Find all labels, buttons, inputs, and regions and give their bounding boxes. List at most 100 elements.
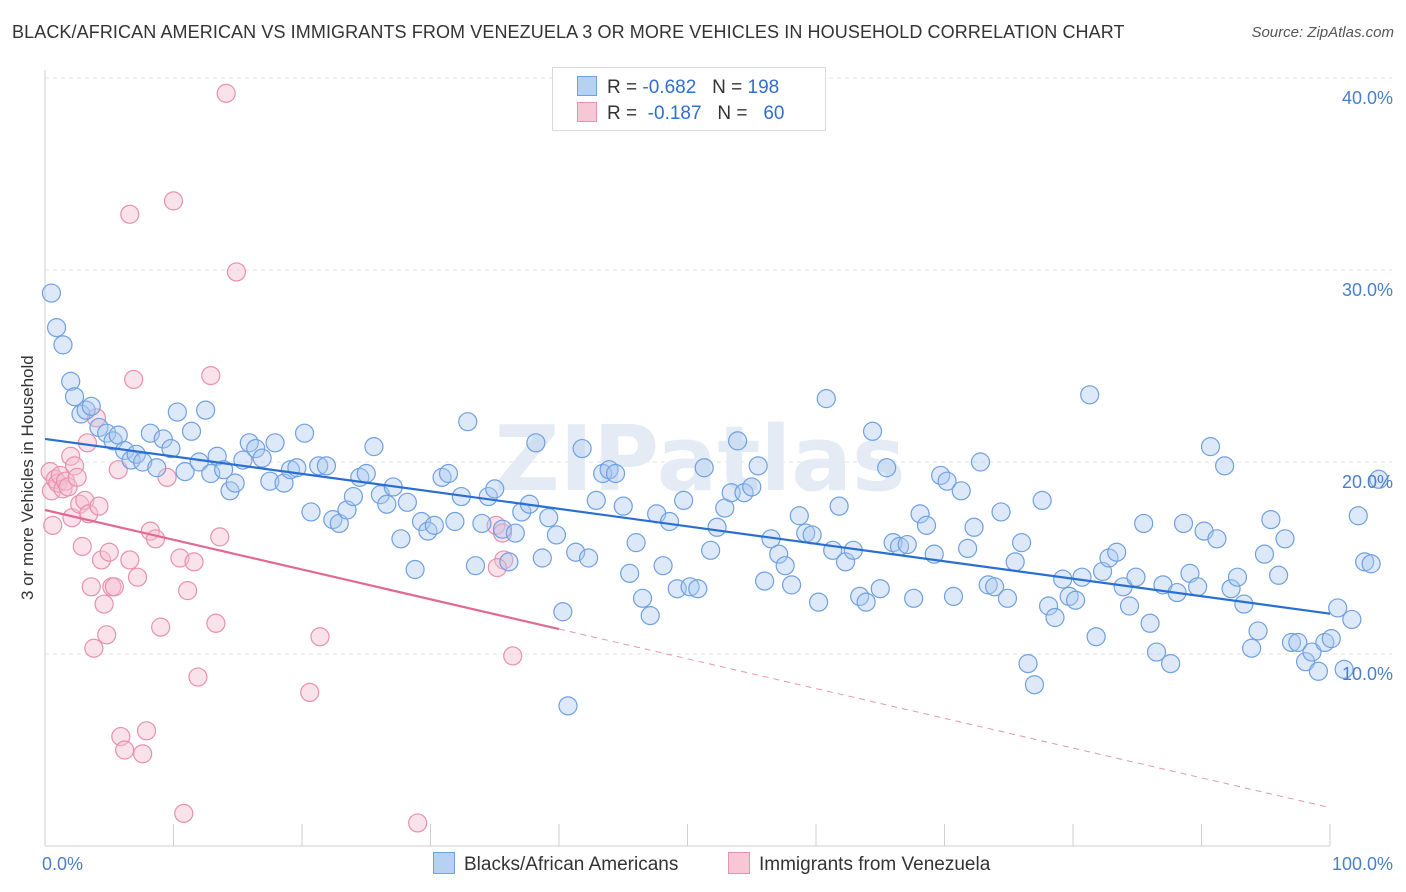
point-black — [61, 371, 81, 391]
point-black — [586, 490, 606, 510]
point-black — [356, 463, 376, 484]
point-black — [701, 540, 721, 560]
legend-row-venezuela: R = -0.187 N = 60 — [577, 102, 784, 126]
point-venezuela — [81, 577, 101, 597]
point-black — [505, 523, 525, 543]
point-black — [734, 483, 754, 503]
point-venezuela — [61, 446, 81, 466]
point-black — [405, 559, 425, 580]
point-black — [424, 515, 444, 535]
point-black — [802, 525, 822, 545]
point-black — [632, 588, 653, 608]
point-black — [472, 513, 492, 534]
point-venezuela — [210, 527, 230, 547]
point-black — [391, 529, 411, 549]
point-black — [1261, 509, 1281, 530]
point-black — [438, 463, 459, 484]
point-black — [1295, 652, 1316, 672]
correlation-legend: R = -0.682 N = 198 R = -0.187 N = 60 — [552, 67, 826, 131]
point-venezuela — [206, 613, 226, 633]
point-black — [485, 479, 505, 499]
point-venezuela — [84, 638, 104, 658]
point-venezuela — [108, 460, 128, 480]
point-black — [572, 438, 592, 459]
point-black — [71, 404, 91, 424]
point-venezuela — [97, 625, 117, 645]
legend-n-value: 60 — [763, 103, 785, 124]
point-black — [1334, 659, 1354, 679]
point-black — [808, 592, 829, 612]
point-black — [364, 437, 384, 457]
point-black — [964, 517, 984, 537]
point-black — [1321, 629, 1341, 649]
point-venezuela — [170, 548, 190, 568]
point-black — [958, 538, 978, 559]
point-venezuela — [43, 515, 63, 535]
point-black — [1146, 642, 1167, 662]
trend-line-black — [44, 437, 1331, 615]
point-black — [532, 548, 552, 568]
point-black — [1268, 565, 1289, 585]
point-venezuela — [226, 262, 247, 282]
point-black — [897, 534, 917, 555]
point-black — [1328, 598, 1348, 618]
point-black — [1242, 638, 1262, 658]
point-black — [870, 579, 890, 599]
chart-title: BLACK/AFRICAN AMERICAN VS IMMIGRANTS FRO… — [12, 22, 1125, 42]
point-black — [265, 433, 285, 453]
point-black — [196, 400, 216, 420]
point-black — [659, 511, 680, 532]
point-black — [970, 452, 991, 472]
point-black — [153, 429, 173, 449]
point-black — [674, 490, 694, 510]
point-venezuela — [133, 744, 153, 764]
y-tick-labels: 10.0% 20.0% 30.0% 40.0% — [1342, 88, 1393, 684]
point-black — [445, 511, 465, 532]
point-black — [175, 462, 195, 482]
legend-r-value: -0.187 — [647, 103, 702, 124]
point-black — [910, 504, 930, 524]
point-black — [161, 438, 181, 459]
point-black — [316, 456, 337, 476]
point-black — [1080, 385, 1100, 405]
point-black — [1032, 490, 1052, 510]
point-black — [835, 552, 856, 572]
point-black — [1072, 567, 1092, 587]
point-black — [856, 592, 876, 612]
point-black — [680, 577, 700, 597]
axes — [44, 70, 1331, 847]
bottom-legend-label: Immigrants from Venezuela — [759, 854, 991, 875]
point-black — [411, 511, 432, 532]
point-black — [1248, 621, 1268, 641]
x-tick-labels: 0.0% 100.0% — [42, 854, 1393, 874]
point-black — [1302, 642, 1322, 662]
point-venezuela — [188, 667, 208, 687]
point-venezuela — [174, 803, 194, 823]
bottom-legend-venezuela: Immigrants from Venezuela — [728, 852, 990, 876]
point-black — [539, 508, 559, 528]
legend-n-label: N = — [712, 77, 743, 98]
y-tick-label: 20.0% — [1342, 472, 1393, 492]
point-black — [1065, 590, 1086, 610]
bottom-legend-swatch-blue — [433, 852, 455, 874]
point-black — [1038, 596, 1059, 616]
point-black — [1099, 548, 1119, 568]
point-black — [1119, 596, 1140, 616]
point-black — [640, 605, 660, 626]
point-black — [1086, 627, 1106, 647]
point-black — [397, 492, 417, 512]
point-black — [877, 458, 897, 478]
point-black — [742, 477, 762, 497]
point-venezuela — [94, 594, 114, 614]
series-black-points — [41, 283, 1389, 716]
point-black — [81, 396, 101, 416]
point-black — [613, 496, 633, 516]
point-venezuela — [216, 83, 236, 103]
point-black — [167, 402, 187, 422]
trend-line-venezuela — [44, 508, 560, 631]
point-black — [694, 458, 714, 478]
point-venezuela — [120, 550, 140, 570]
point-black — [1188, 577, 1208, 597]
point-venezuela — [67, 467, 87, 487]
